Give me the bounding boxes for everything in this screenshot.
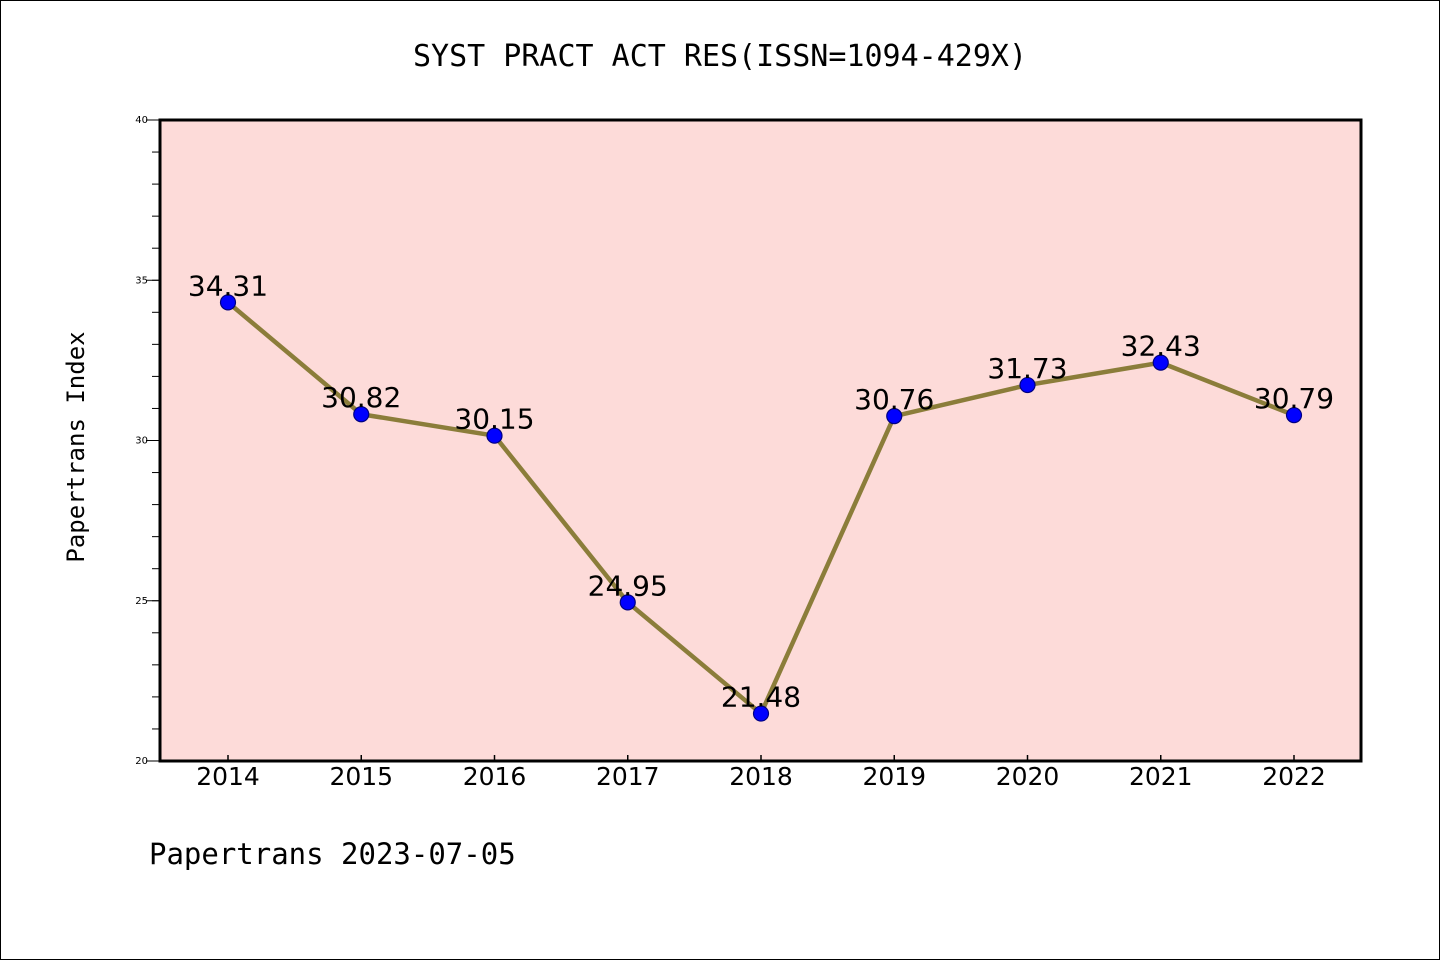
data-label: 30.15 — [454, 403, 534, 436]
y-tick-label: 35 — [135, 275, 148, 286]
data-point — [353, 406, 370, 423]
x-tick-label: 2019 — [862, 762, 926, 791]
data-point — [219, 294, 237, 311]
x-tick-label: 2018 — [729, 762, 793, 791]
data-labels-group: 34.31 30.82 30.15 24.95 21.48 30.76 31.73 32.43… — [188, 269, 1334, 713]
footer-date-text: Papertrans 2023-07-05 — [149, 837, 516, 871]
data-label: 21.48 — [721, 681, 801, 714]
data-point — [752, 705, 770, 722]
data-point — [486, 427, 503, 444]
y-tick-label: 30 — [135, 436, 148, 447]
x-tick-label: 2017 — [596, 762, 660, 791]
data-label: 30.79 — [1254, 382, 1334, 415]
data-label: 30.82 — [321, 381, 401, 414]
data-point — [886, 408, 903, 425]
data-point — [1285, 407, 1303, 424]
y-axis-label: Papertrans Index — [62, 331, 90, 562]
data-point — [619, 594, 636, 611]
chart-title: SYST PRACT ACT RES(ISSN=1094-429X) — [413, 39, 1027, 74]
data-label: 31.73 — [987, 352, 1067, 385]
data-label: 32.43 — [1121, 330, 1201, 363]
y-axis-ticks: 20 25 30 35 40 — [135, 115, 160, 767]
data-label: 24.95 — [588, 569, 668, 602]
data-point — [1152, 354, 1169, 371]
plot-border — [158, 118, 1363, 763]
x-tick-label: 2016 — [463, 762, 527, 791]
data-label: 34.31 — [188, 269, 268, 302]
y-tick-label: 25 — [135, 596, 148, 607]
data-label: 30.76 — [854, 383, 934, 416]
x-tick-label: 2015 — [329, 762, 393, 791]
plot-area — [160, 120, 1361, 761]
x-axis-ticks: 2014 2015 2016 2017 2018 2019 2020 2021 2022 — [196, 755, 1326, 791]
x-tick-label: 2021 — [1129, 762, 1193, 791]
x-tick-label: 2022 — [1262, 762, 1326, 791]
data-point — [1019, 376, 1036, 394]
y-tick-label: 40 — [135, 115, 148, 126]
x-tick-label: 2020 — [996, 762, 1060, 791]
x-tick-label: 2014 — [196, 762, 260, 791]
y-tick-label: 20 — [135, 756, 148, 767]
series-group — [219, 294, 1303, 722]
